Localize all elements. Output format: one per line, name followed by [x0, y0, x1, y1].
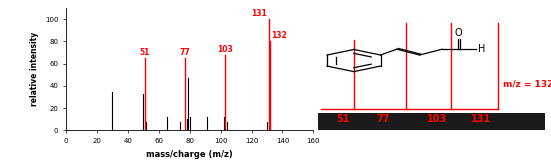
Text: 103: 103 — [427, 113, 447, 124]
Text: O: O — [455, 28, 462, 38]
Bar — [318, 113, 545, 130]
Text: 77: 77 — [180, 48, 191, 57]
Text: 103: 103 — [218, 45, 233, 54]
X-axis label: mass/charge (m/z): mass/charge (m/z) — [147, 150, 233, 159]
Text: m/z = 132: m/z = 132 — [503, 79, 551, 88]
Text: 51: 51 — [140, 48, 150, 57]
Text: 51: 51 — [336, 113, 349, 124]
Text: H: H — [478, 44, 485, 54]
Text: 131: 131 — [471, 113, 491, 124]
Text: 131: 131 — [251, 9, 267, 18]
Y-axis label: relative intensity: relative intensity — [30, 32, 40, 106]
Text: 132: 132 — [272, 31, 288, 40]
Text: 77: 77 — [376, 113, 390, 124]
